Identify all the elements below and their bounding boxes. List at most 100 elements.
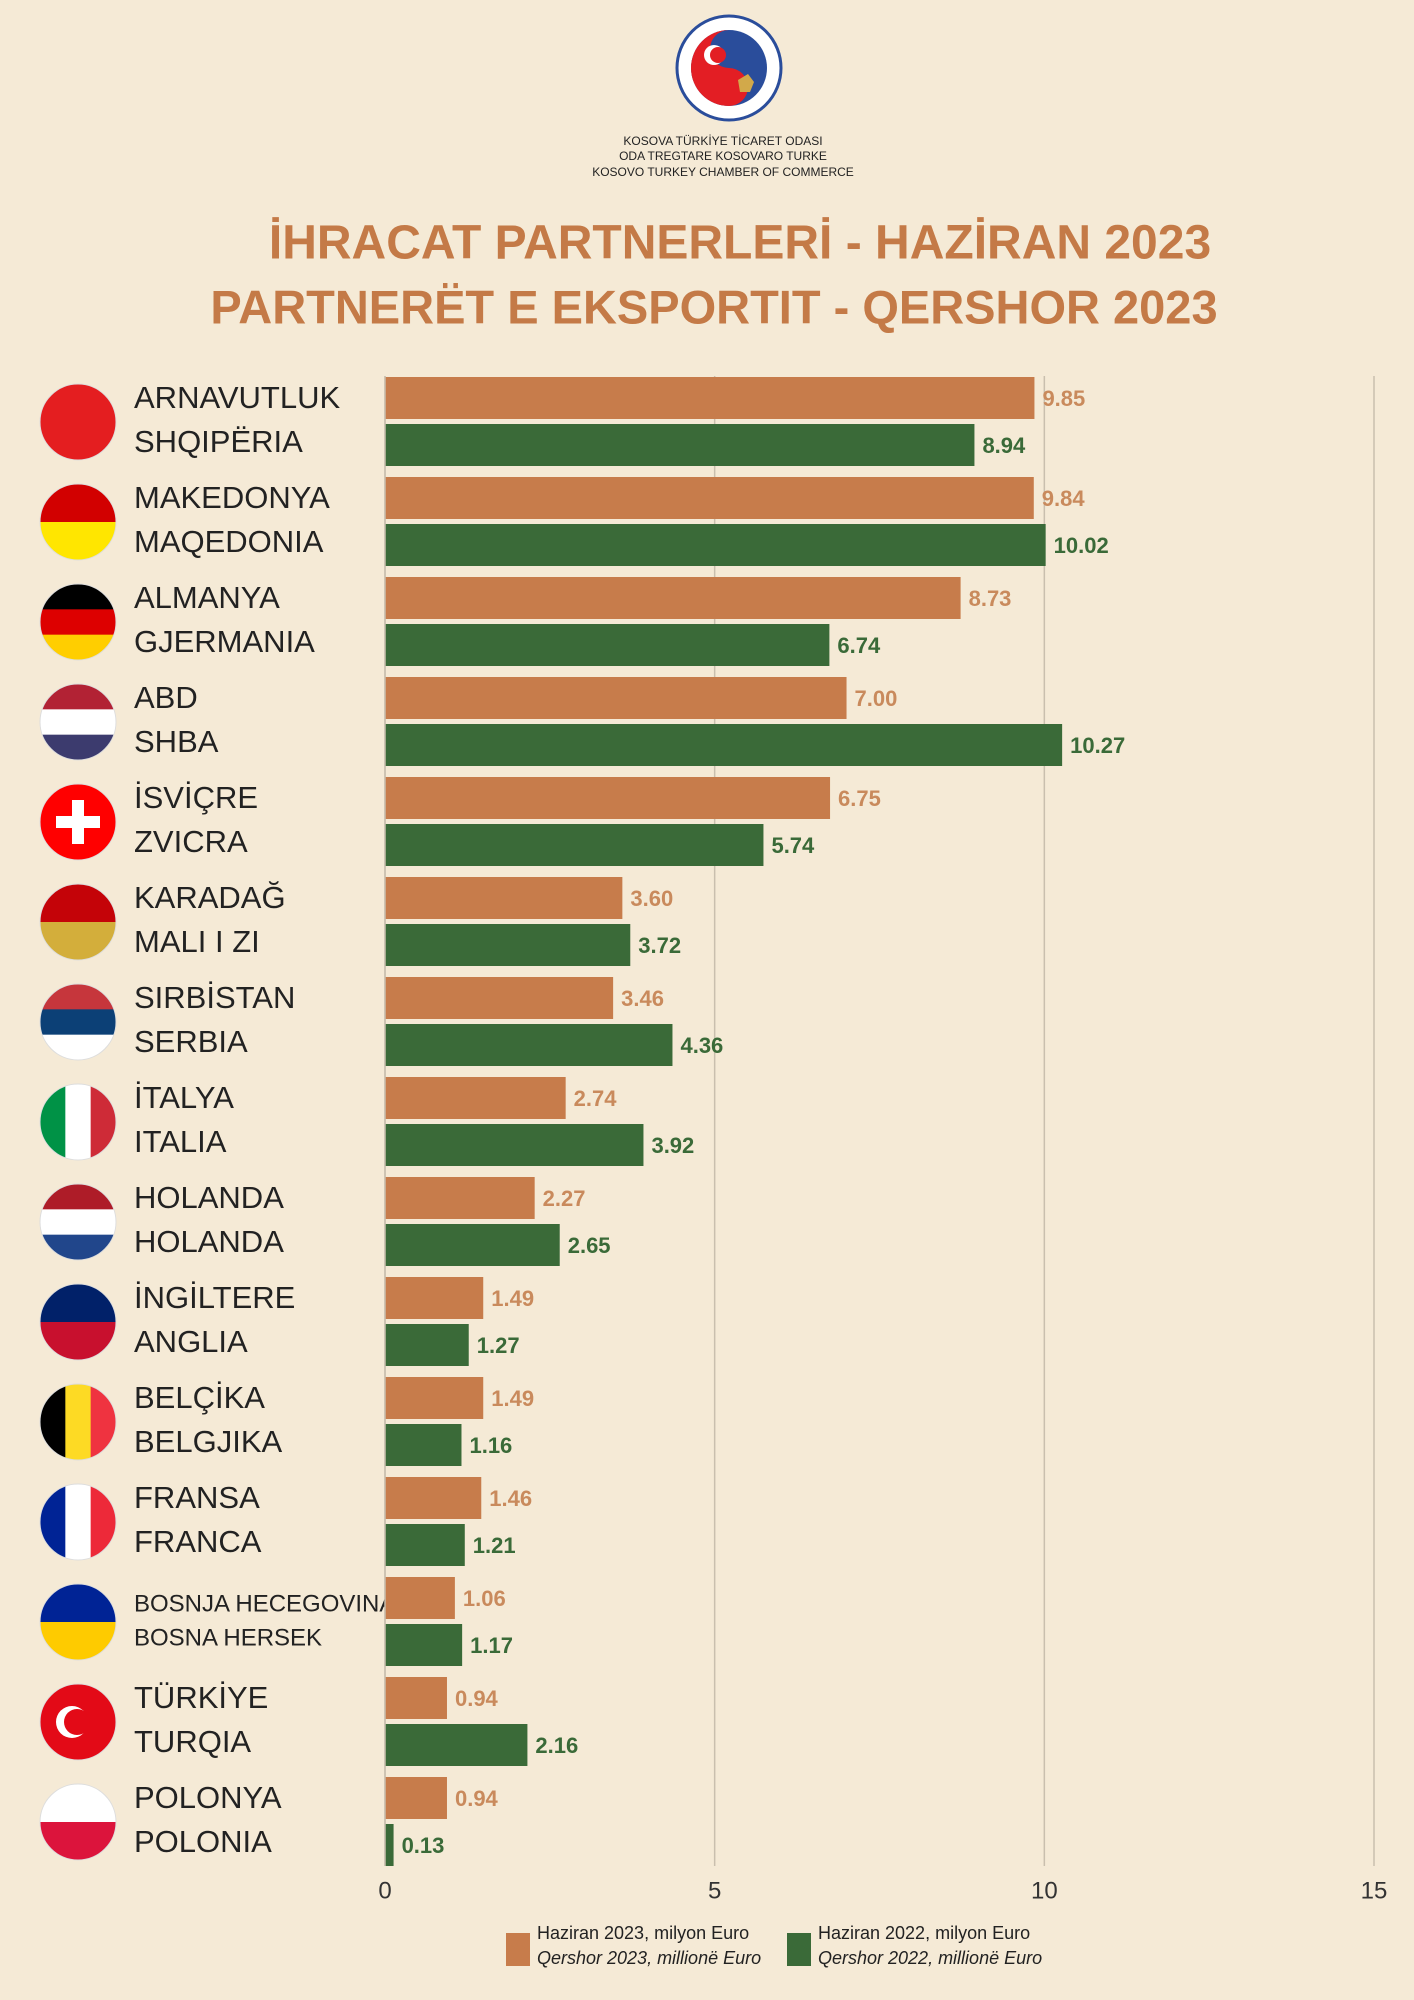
- category-label: FRANSA: [134, 1480, 260, 1515]
- flag-border: [39, 1083, 117, 1161]
- category-label: ZVICRA: [134, 824, 248, 859]
- value-label: 1.06: [463, 1586, 506, 1611]
- value-label: 3.92: [651, 1133, 694, 1158]
- value-label: 1.27: [477, 1333, 520, 1358]
- legend-swatch: [787, 1933, 811, 1966]
- flag-cross: [56, 816, 100, 828]
- category-label: BELGJIKA: [134, 1424, 282, 1459]
- value-label: 3.72: [638, 933, 681, 958]
- category-label: BOSNA HERSEK: [134, 1624, 322, 1651]
- value-label: 1.49: [491, 1386, 534, 1411]
- bar: [385, 1577, 455, 1619]
- category-label: SERBIA: [134, 1024, 248, 1059]
- flag: [39, 1683, 117, 1761]
- chart-title: İHRACAT PARTNERLERİ - HAZİRAN 2023: [269, 217, 1211, 270]
- x-tick-label: 10: [1031, 1877, 1058, 1904]
- bar: [385, 1124, 644, 1166]
- header-line: KOSOVA TÜRKİYE TİCARET ODASI: [623, 134, 822, 148]
- value-label: 8.94: [982, 433, 1026, 458]
- category-label: İTALYA: [134, 1080, 234, 1115]
- bar: [385, 1477, 482, 1519]
- bar: [385, 1724, 528, 1766]
- bar: [385, 1424, 462, 1466]
- flag: [39, 1283, 117, 1361]
- flag-border: [39, 1383, 117, 1461]
- category-label: POLONYA: [134, 1780, 282, 1815]
- category-label: SHQIPËRIA: [134, 424, 303, 459]
- bar: [385, 924, 631, 966]
- category-label: TURQIA: [134, 1724, 251, 1759]
- value-label: 9.85: [1042, 386, 1085, 411]
- flag: [39, 883, 117, 961]
- value-label: 10.02: [1054, 533, 1109, 558]
- category-label: GJERMANIA: [134, 624, 315, 659]
- value-label: 1.21: [473, 1533, 516, 1558]
- value-label: 0.13: [402, 1833, 445, 1858]
- value-label: 3.60: [630, 886, 673, 911]
- flag-fill: [40, 1584, 116, 1660]
- value-label: 2.74: [574, 1086, 618, 1111]
- header-line: KOSOVO TURKEY CHAMBER OF COMMERCE: [592, 165, 854, 179]
- category-label: MAQEDONIA: [134, 524, 324, 559]
- bar: [385, 377, 1035, 419]
- bar: [385, 577, 961, 619]
- value-label: 8.73: [969, 586, 1012, 611]
- category-label: MALI I ZI: [134, 924, 260, 959]
- value-label: 2.65: [568, 1233, 611, 1258]
- flag-stripe: [40, 1209, 116, 1236]
- value-label: 5.74: [771, 833, 815, 858]
- flag: [39, 783, 117, 861]
- flag: [39, 1183, 117, 1261]
- legend-label: Haziran 2022, milyon Euro: [818, 1923, 1030, 1943]
- bar: [385, 1177, 535, 1219]
- bar: [385, 1524, 465, 1566]
- x-tick-label: 5: [708, 1877, 721, 1904]
- flag: [39, 1783, 117, 1861]
- category-label: İNGİLTERE: [134, 1280, 295, 1315]
- category-label: SIRBİSTAN: [134, 980, 295, 1015]
- flag-stripe: [40, 609, 116, 636]
- legend-label: Qershor 2023, millionë Euro: [537, 1948, 761, 1968]
- bar: [385, 1224, 560, 1266]
- flag: [39, 1483, 117, 1561]
- category-label: BELÇİKA: [134, 1380, 265, 1415]
- flag-border: [39, 1783, 117, 1861]
- flag-border: [39, 1283, 117, 1361]
- value-label: 7.00: [855, 686, 898, 711]
- chart-subtitle: PARTNERËT E EKSPORTIT - QERSHOR 2023: [210, 280, 1217, 333]
- bar: [385, 1377, 484, 1419]
- value-label: 1.46: [489, 1486, 532, 1511]
- flag-stripe: [40, 384, 116, 460]
- flag: [39, 1083, 117, 1161]
- flag-border: [39, 1683, 117, 1761]
- bar: [385, 1277, 484, 1319]
- flag-border: [39, 583, 117, 661]
- category-label: BOSNJA HECEGOVINA: [134, 1590, 395, 1617]
- bar: [385, 1624, 463, 1666]
- flag-border: [39, 1483, 117, 1561]
- category-label: ALMANYA: [134, 580, 280, 615]
- bar: [385, 1024, 673, 1066]
- value-label: 10.27: [1070, 733, 1125, 758]
- flag: [39, 683, 117, 761]
- flag-stripe: [65, 1484, 92, 1560]
- flag: [39, 1383, 117, 1461]
- bar: [385, 1077, 566, 1119]
- flag-border: [39, 383, 117, 461]
- flag: [39, 483, 117, 561]
- legend-label: Haziran 2023, milyon Euro: [537, 1923, 749, 1943]
- value-label: 0.94: [455, 1686, 499, 1711]
- value-label: 4.36: [680, 1033, 723, 1058]
- category-label: FRANCA: [134, 1524, 262, 1559]
- category-label: HOLANDA: [134, 1180, 284, 1215]
- flag-moon: [64, 1709, 90, 1735]
- bar: [385, 824, 764, 866]
- flag-stripe: [65, 1384, 92, 1460]
- category-label: TÜRKİYE: [134, 1680, 268, 1715]
- category-label: HOLANDA: [134, 1224, 284, 1259]
- value-label: 3.46: [621, 986, 664, 1011]
- flag-fill: [40, 384, 116, 460]
- flag-border: [39, 1583, 117, 1661]
- category-label: POLONIA: [134, 1824, 272, 1859]
- category-label: MAKEDONYA: [134, 480, 330, 515]
